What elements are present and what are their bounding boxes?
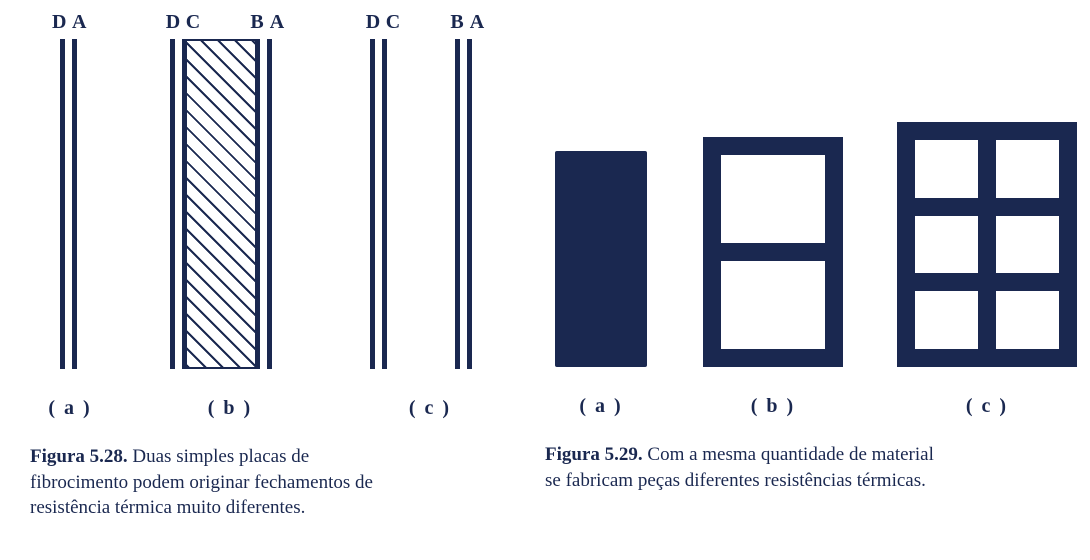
label-d: D [364, 11, 382, 34]
panel-b-drawing [150, 39, 310, 369]
cavity-cell [915, 291, 978, 349]
panel-label-c: ( c ) [966, 395, 1008, 418]
plate [72, 39, 77, 369]
cavity-cell [915, 216, 978, 274]
panel-label-b: ( b ) [751, 395, 795, 418]
plate [170, 39, 175, 369]
figure-528-panel-c: D C B A ( c ) [350, 13, 510, 420]
figure-529: ( a ) ( b ) ( c ) Figura 5.29. Com a mes [545, 122, 1085, 493]
label-c: C [384, 11, 402, 34]
figure-529-panel-c: ( c ) [889, 122, 1085, 418]
figure-528: D A ( a ) D C B A ( [30, 20, 530, 521]
panel-c-top-labels: D C B A [364, 11, 504, 34]
label-a: A [268, 11, 286, 34]
panel-label-a: ( a ) [579, 395, 622, 418]
cavity-cell [915, 140, 978, 198]
label-a: A [72, 11, 90, 34]
label-d: D [164, 11, 182, 34]
plate [370, 39, 375, 369]
panel-a-top-labels: D A [52, 11, 102, 34]
figure-529-panel-a: ( a ) [545, 151, 657, 418]
panel-label-c: ( c ) [409, 397, 451, 420]
caption-title: Figura 5.29. [545, 444, 643, 465]
figure-528-panel-b: D C B A ( b ) [150, 13, 310, 420]
figure-528-panel-a: D A ( a ) [30, 13, 110, 420]
hollow-block-2 [703, 137, 843, 367]
label-b: B [248, 11, 266, 34]
figure-529-panels: ( a ) ( b ) ( c ) [545, 122, 1085, 418]
cavity-cell [996, 291, 1059, 349]
plate [455, 39, 460, 369]
hollow-block-6 [897, 122, 1077, 367]
label-c: C [184, 11, 202, 34]
cavity-cell [721, 261, 825, 349]
label-d: D [52, 11, 70, 34]
plate [467, 39, 472, 369]
panel-a-drawing [30, 39, 110, 369]
figure-528-panels: D A ( a ) D C B A ( [30, 20, 530, 420]
plate [267, 39, 272, 369]
label-b: B [448, 11, 466, 34]
panel-c-drawing [350, 39, 510, 369]
solid-block [555, 151, 647, 367]
caption-title: Figura 5.28. [30, 446, 128, 467]
figure-529-panel-b: ( b ) [689, 137, 857, 418]
plate [255, 39, 260, 369]
plate [382, 39, 387, 369]
figure-529-caption: Figura 5.29. Com a mesma quantidade de m… [545, 442, 945, 493]
hatched-cavity [187, 39, 255, 369]
panel-label-b: ( b ) [208, 397, 252, 420]
plate [60, 39, 65, 369]
panel-label-a: ( a ) [48, 397, 91, 420]
figure-528-caption: Figura 5.28. Duas simples placas de fibr… [30, 444, 410, 521]
cavity-cell [996, 140, 1059, 198]
cavity-cell [721, 155, 825, 243]
panel-b-top-labels: D C B A [164, 11, 304, 34]
label-a: A [468, 11, 486, 34]
cavity-cell [996, 216, 1059, 274]
